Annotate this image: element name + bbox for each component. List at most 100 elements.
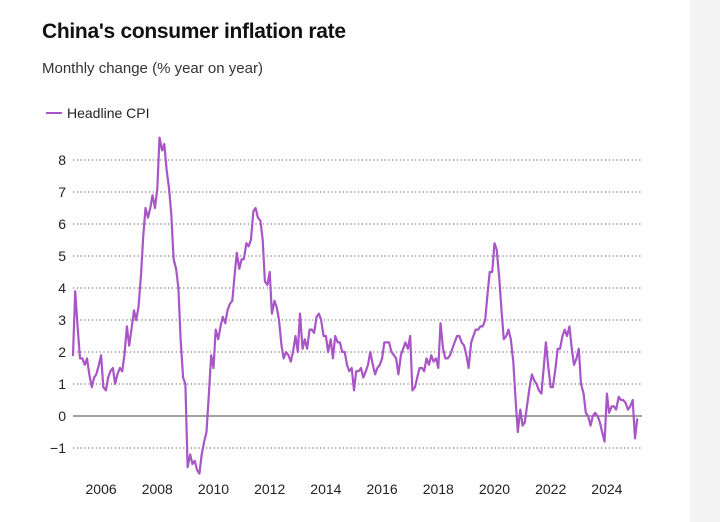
y-tick-label: 7 bbox=[58, 184, 66, 200]
data-point bbox=[122, 371, 123, 372]
data-point bbox=[288, 355, 289, 356]
data-point bbox=[126, 326, 127, 327]
data-point bbox=[555, 367, 556, 368]
data-point bbox=[583, 393, 584, 394]
data-point bbox=[185, 383, 186, 384]
data-point bbox=[588, 415, 589, 416]
data-point bbox=[630, 406, 631, 407]
data-point bbox=[328, 351, 329, 352]
data-point bbox=[239, 268, 240, 269]
data-point bbox=[471, 342, 472, 343]
data-point bbox=[363, 377, 364, 378]
data-point bbox=[162, 150, 163, 151]
y-tick-label: 4 bbox=[58, 280, 66, 296]
data-point bbox=[227, 310, 228, 311]
data-point bbox=[545, 342, 546, 343]
series-line-headline-cpi bbox=[71, 136, 639, 475]
data-point bbox=[248, 246, 249, 247]
y-tick-label: 0 bbox=[58, 408, 66, 424]
x-tick-label: 2022 bbox=[535, 481, 566, 497]
data-point bbox=[426, 358, 427, 359]
data-point bbox=[307, 348, 308, 349]
data-point bbox=[278, 319, 279, 320]
data-point bbox=[529, 387, 530, 388]
data-point bbox=[524, 422, 525, 423]
data-point bbox=[232, 300, 233, 301]
data-point bbox=[276, 307, 277, 308]
data-point bbox=[274, 300, 275, 301]
data-point bbox=[550, 387, 551, 388]
data-point bbox=[75, 291, 76, 292]
data-point bbox=[150, 207, 151, 208]
data-point bbox=[285, 351, 286, 352]
data-point bbox=[534, 380, 535, 381]
data-point bbox=[606, 393, 607, 394]
data-point bbox=[590, 425, 591, 426]
data-point bbox=[342, 351, 343, 352]
data-point bbox=[637, 419, 638, 420]
data-point bbox=[417, 377, 418, 378]
y-tick-label: 8 bbox=[58, 152, 66, 168]
data-point bbox=[527, 403, 528, 404]
data-point bbox=[602, 431, 603, 432]
x-tick-label: 2018 bbox=[423, 481, 454, 497]
data-point bbox=[492, 271, 493, 272]
data-point bbox=[468, 367, 469, 368]
y-tick-label: 6 bbox=[58, 216, 66, 232]
data-point bbox=[204, 441, 205, 442]
data-point bbox=[517, 431, 518, 432]
chart-title: China's consumer inflation rate bbox=[42, 20, 346, 43]
data-point bbox=[140, 275, 141, 276]
data-point bbox=[103, 387, 104, 388]
data-point bbox=[632, 399, 633, 400]
data-point bbox=[187, 467, 188, 468]
line-chart: −1 0 1 2 3 4 5 6 7 8 2006 2008 2010 2012 2014 2016 2018 2… bbox=[50, 136, 642, 497]
legend: Headline CPI bbox=[46, 105, 150, 121]
data-point bbox=[375, 374, 376, 375]
data-point bbox=[250, 239, 251, 240]
data-point bbox=[620, 399, 621, 400]
data-point bbox=[543, 367, 544, 368]
x-tick-label: 2012 bbox=[254, 481, 285, 497]
data-point bbox=[171, 214, 172, 215]
data-point bbox=[578, 348, 579, 349]
data-point bbox=[218, 339, 219, 340]
data-point bbox=[325, 335, 326, 336]
data-point bbox=[314, 332, 315, 333]
data-point bbox=[412, 390, 413, 391]
data-point bbox=[548, 367, 549, 368]
data-point bbox=[520, 409, 521, 410]
x-tick-label: 2014 bbox=[310, 481, 341, 497]
data-point bbox=[379, 364, 380, 365]
data-point bbox=[358, 371, 359, 372]
data-point bbox=[487, 294, 488, 295]
data-point bbox=[627, 409, 628, 410]
x-tick-label: 2016 bbox=[367, 481, 398, 497]
data-point bbox=[571, 348, 572, 349]
data-point bbox=[159, 137, 160, 138]
data-point bbox=[321, 319, 322, 320]
data-point bbox=[494, 243, 495, 244]
data-point bbox=[569, 326, 570, 327]
data-point bbox=[339, 342, 340, 343]
data-point bbox=[450, 355, 451, 356]
data-point bbox=[370, 351, 371, 352]
data-point bbox=[192, 463, 193, 464]
data-point bbox=[115, 383, 116, 384]
y-tick-label: 3 bbox=[58, 312, 66, 328]
chart-card: China's consumer inflation rate Monthly … bbox=[0, 0, 690, 522]
data-point bbox=[421, 367, 422, 368]
data-point bbox=[304, 339, 305, 340]
data-point bbox=[531, 374, 532, 375]
data-point bbox=[124, 355, 125, 356]
data-point bbox=[234, 275, 235, 276]
data-point bbox=[396, 358, 397, 359]
data-point bbox=[431, 355, 432, 356]
y-tick-label: −1 bbox=[50, 440, 66, 456]
data-point bbox=[515, 399, 516, 400]
data-point bbox=[255, 207, 256, 208]
data-point bbox=[618, 396, 619, 397]
data-point bbox=[271, 313, 272, 314]
data-point bbox=[440, 323, 441, 324]
data-point bbox=[176, 268, 177, 269]
